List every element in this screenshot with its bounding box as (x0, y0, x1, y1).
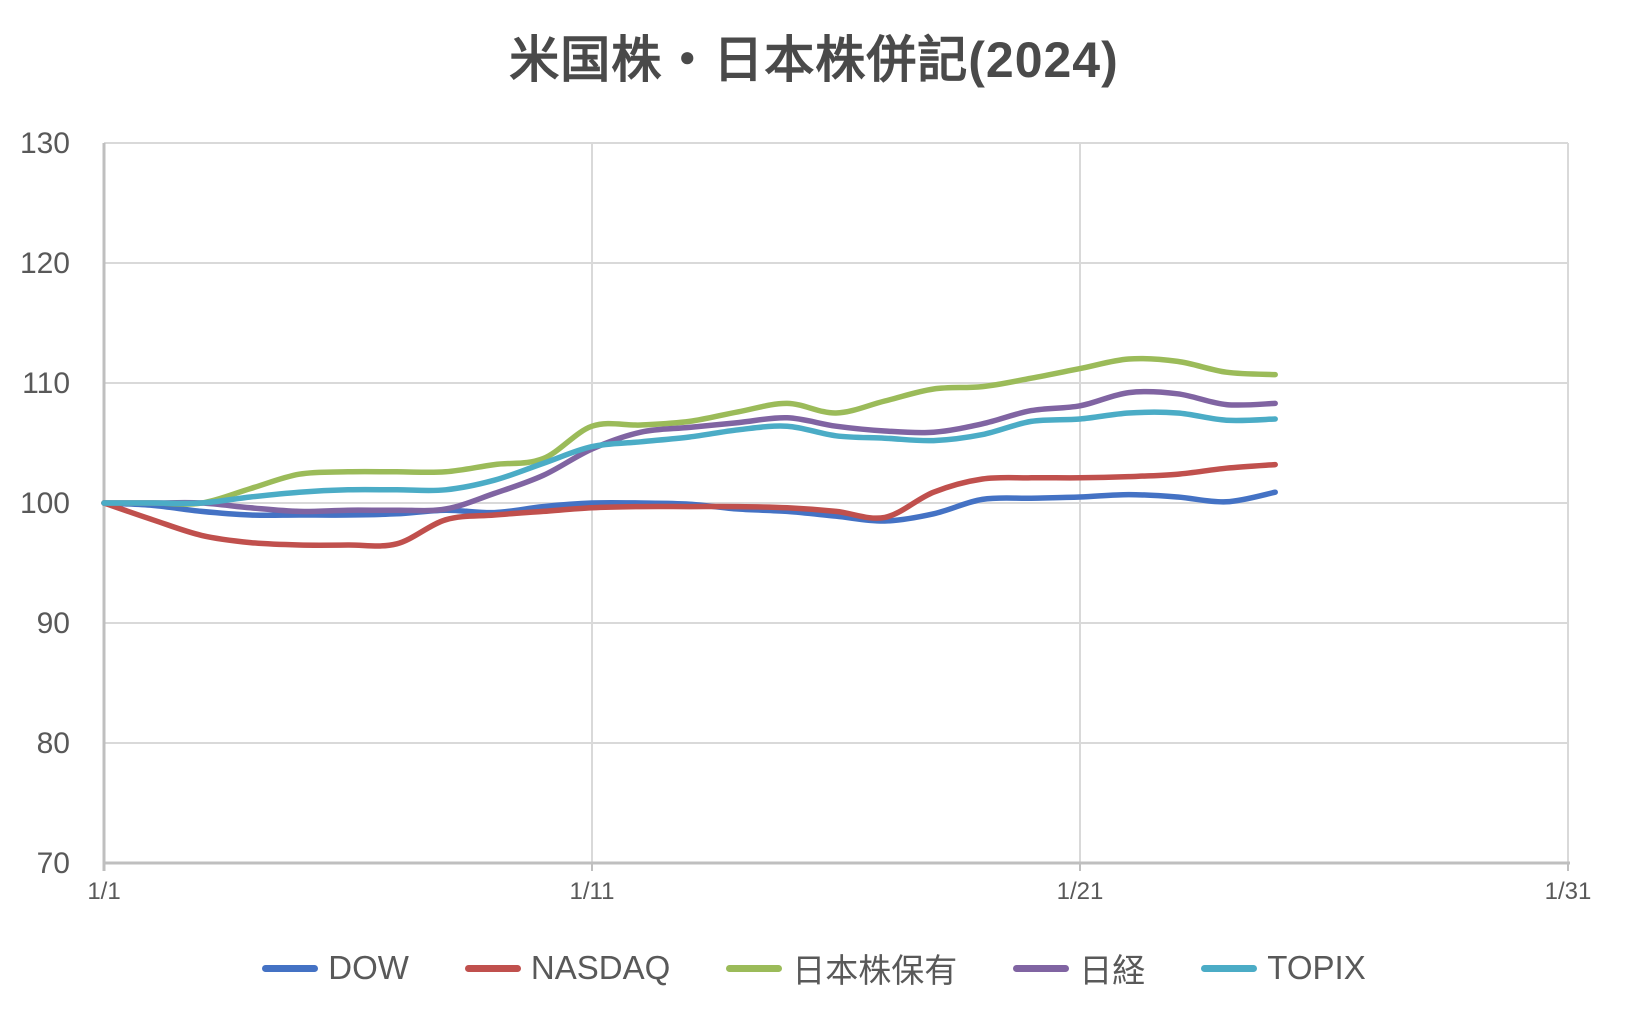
series-line-topix (101, 409, 1278, 507)
y-axis-label: 90 (37, 607, 70, 640)
legend: DOW NASDAQ 日本株保有 日経 TOPIX (0, 934, 1628, 1002)
x-axis-label: 1/21 (1057, 878, 1104, 905)
series-line-jp-holdings (101, 355, 1278, 507)
x-axis-label: 1/11 (570, 878, 615, 905)
legend-swatch-jp-holdings (726, 964, 783, 972)
legend-item-dow: DOW (262, 949, 409, 987)
legend-item-jp-holdings: 日本株保有 (726, 944, 957, 992)
legend-label-nikkei: 日経 (1079, 952, 1146, 989)
legend-label-jp-holdings: 日本株保有 (792, 952, 958, 989)
series-line-nikkei (101, 388, 1278, 515)
y-axis-label: 120 (20, 247, 70, 280)
legend-swatch-dow (262, 964, 319, 972)
legend-swatch-topix (1201, 964, 1258, 972)
y-axis-label: 110 (22, 367, 70, 400)
legend-item-topix: TOPIX (1201, 949, 1366, 987)
series-line-nasdaq (101, 461, 1278, 549)
x-axis-label: 1/31 (1545, 878, 1592, 905)
legend-item-nasdaq: NASDAQ (464, 949, 671, 987)
legend-label-dow: DOW (328, 949, 409, 986)
y-axis-label: 130 (20, 127, 70, 160)
y-axis-label: 100 (20, 487, 70, 520)
x-axis-label: 1/1 (87, 878, 120, 905)
y-axis-label: 80 (37, 727, 70, 760)
legend-label-nasdaq: NASDAQ (530, 949, 671, 986)
chart-title: 米国株・日本株併記(2024) (509, 32, 1119, 88)
legend-swatch-nasdaq (464, 964, 521, 972)
legend-item-nikkei: 日経 (1013, 944, 1145, 992)
legend-swatch-nikkei (1013, 964, 1070, 972)
legend-label-topix: TOPIX (1267, 949, 1366, 986)
y-axis-label: 70 (37, 847, 70, 880)
